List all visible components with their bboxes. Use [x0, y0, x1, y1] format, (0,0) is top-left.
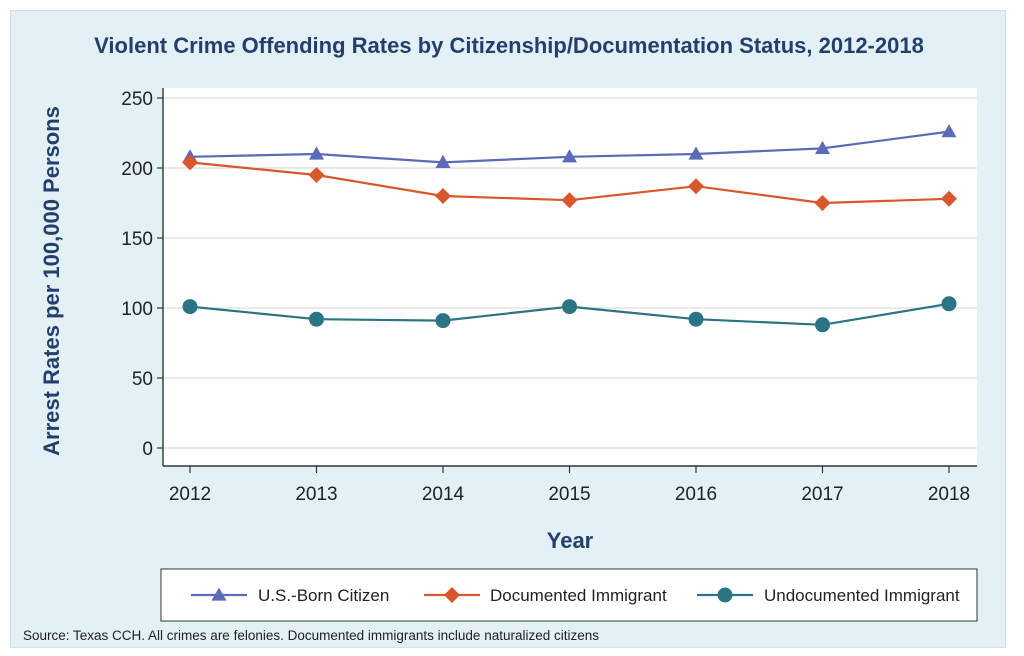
data-point	[688, 146, 704, 160]
data-point	[688, 311, 704, 327]
legend-item: Documented Immigrant	[424, 586, 667, 605]
data-point	[941, 190, 957, 207]
data-point	[561, 192, 578, 209]
y-axis-ticks: 0 50 100 150 200 250	[121, 89, 163, 460]
x-axis-label: Year	[547, 528, 594, 553]
y-tick-label: 200	[121, 159, 153, 180]
data-point	[435, 313, 451, 329]
data-point	[435, 154, 451, 169]
y-tick-label: 100	[121, 299, 153, 320]
legend-label: U.S.-Born Citizen	[258, 586, 389, 605]
y-tick-label: 0	[142, 439, 153, 460]
x-axis-ticks: 2012 2013 2014 2015 2016 2017 2018	[169, 466, 970, 505]
x-tick-label: 2016	[675, 484, 717, 505]
data-point	[182, 154, 198, 171]
x-tick-label: 2018	[928, 484, 970, 505]
data-point	[435, 188, 451, 204]
series-diamond	[182, 154, 957, 211]
data-point	[562, 299, 577, 315]
series-circle	[182, 296, 957, 333]
x-tick-label: 2015	[548, 484, 590, 505]
legend-marker	[717, 587, 733, 603]
y-tick-label: 50	[132, 369, 153, 390]
series-layer	[182, 124, 957, 333]
data-point	[309, 146, 324, 160]
x-tick-label: 2013	[295, 484, 337, 505]
data-point	[562, 149, 577, 163]
x-tick-label: 2017	[801, 484, 843, 505]
data-point	[941, 124, 957, 138]
series-triangle	[182, 124, 957, 169]
data-point	[941, 296, 957, 312]
legend-marker	[211, 587, 227, 601]
data-point	[815, 317, 830, 333]
x-tick-label: 2014	[422, 484, 465, 505]
legend-label: Documented Immigrant	[490, 586, 667, 605]
x-tick-label: 2012	[169, 484, 211, 505]
y-tick-label: 250	[121, 89, 153, 110]
legend-label: Undocumented Immigrant	[764, 586, 960, 605]
chart-frame: Violent Crime Offending Rates by Citizen…	[10, 10, 1006, 648]
data-point	[814, 195, 831, 211]
legend-item: Undocumented Immigrant	[697, 586, 960, 605]
data-point	[815, 140, 830, 155]
data-point	[182, 299, 198, 315]
data-point	[308, 167, 325, 183]
chart-title: Violent Crime Offending Rates by Citizen…	[94, 33, 924, 58]
legend: U.S.-Born Citizen Documented Immigrant Und…	[191, 586, 960, 605]
legend-item: U.S.-Born Citizen	[191, 586, 389, 605]
legend-marker	[444, 587, 460, 603]
y-axis-label: Arrest Rates per 100,000 Persons	[39, 106, 64, 456]
data-point	[309, 311, 324, 327]
chart-figure: Violent Crime Offending Rates by Citizen…	[23, 33, 978, 643]
data-point	[688, 178, 704, 195]
source-note: Source: Texas CCH. All crimes are feloni…	[23, 628, 599, 643]
legend-box	[160, 568, 978, 622]
y-tick-label: 150	[121, 229, 153, 250]
